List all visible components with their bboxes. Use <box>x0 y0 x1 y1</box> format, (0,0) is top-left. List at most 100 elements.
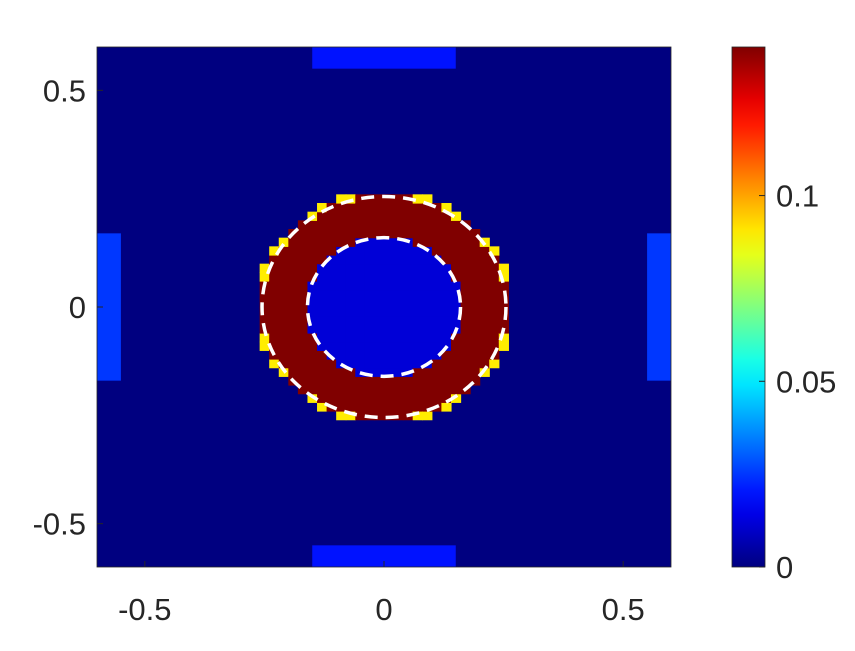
heatmap-cell <box>297 307 309 317</box>
heatmap-cell <box>364 393 376 403</box>
heatmap-cell <box>470 272 481 282</box>
heatmap-cell <box>393 315 404 325</box>
heatmap-cell <box>269 359 280 369</box>
heatmap-cell <box>431 341 442 351</box>
heatmap-cell <box>345 272 356 282</box>
heatmap-cell <box>326 315 337 325</box>
heatmap-cell <box>431 359 442 369</box>
heatmap-cell <box>403 359 414 369</box>
heatmap-cell <box>393 203 404 213</box>
heatmap-cell <box>345 203 356 213</box>
heatmap-cell <box>384 289 395 299</box>
heatmap-cell <box>498 315 509 325</box>
heatmap-cell <box>307 307 318 317</box>
heatmap-cell <box>384 246 395 256</box>
heatmap-cell <box>355 255 366 265</box>
heatmap-cell <box>403 341 414 351</box>
heatmap-cell <box>269 298 280 308</box>
heatmap-cell <box>374 246 385 256</box>
heatmap-cell <box>326 333 337 343</box>
heatmap-cell <box>489 281 500 291</box>
heatmap-cell <box>288 298 299 308</box>
heatmap-cell <box>269 333 280 343</box>
contour-lines <box>260 194 508 420</box>
heatmap-cell <box>297 315 309 325</box>
heatmap-cell <box>450 298 462 308</box>
heatmap-cell <box>479 350 490 360</box>
heatmap-cell <box>470 350 481 360</box>
heatmap-cell <box>441 333 452 343</box>
heatmap-cell <box>470 246 481 256</box>
heatmap-cell <box>460 263 471 273</box>
heatmap-cell <box>403 263 414 273</box>
heatmap-cell <box>422 393 433 403</box>
heatmap-cell <box>431 315 442 325</box>
heatmap-cell <box>374 237 385 247</box>
heatmap-cell <box>479 263 490 273</box>
heatmap-cell <box>479 272 490 282</box>
heatmap-cell <box>412 324 423 334</box>
heatmap-cell <box>364 341 376 351</box>
heatmap-cell <box>384 263 395 273</box>
heatmap-cell <box>374 211 385 221</box>
heatmap-cell <box>489 289 500 299</box>
heatmap-cell <box>384 367 395 377</box>
heatmap-cell <box>374 385 385 395</box>
heatmap-cell <box>384 402 395 412</box>
heatmap-cell <box>441 324 452 334</box>
heatmap-cell <box>278 315 289 325</box>
heatmap-cell <box>355 341 366 351</box>
heatmap-cell <box>479 315 490 325</box>
heatmap-cell <box>345 385 356 395</box>
heatmap-cell <box>460 341 471 351</box>
heatmap-cell <box>374 315 385 325</box>
heatmap-cell <box>393 281 404 291</box>
heatmap-cell <box>355 203 366 213</box>
heatmap-cell <box>278 255 289 265</box>
heatmap-cell <box>450 272 462 282</box>
heatmap-cell <box>384 315 395 325</box>
heatmap-cell <box>431 350 442 360</box>
left-edge-region <box>97 233 121 381</box>
heatmap-cell <box>431 376 442 386</box>
heatmap-cell <box>336 272 347 282</box>
heatmap-cell <box>326 367 337 377</box>
heatmap-cell <box>374 263 385 273</box>
heatmap-cell <box>278 359 289 369</box>
heatmap-cell <box>317 350 328 360</box>
heatmap-cell <box>317 333 328 343</box>
heatmap-cell <box>422 229 433 239</box>
heatmap-cell <box>278 237 289 247</box>
heatmap-cell <box>393 229 404 239</box>
heatmap-cell <box>441 385 452 395</box>
heatmap-cell <box>450 211 462 221</box>
heatmap-cell <box>259 298 270 308</box>
heatmap-cell <box>460 298 471 308</box>
heatmap-cell <box>374 367 385 377</box>
heatmap-cell <box>307 315 318 325</box>
heatmap-cell <box>355 402 366 412</box>
heatmap-cell <box>422 402 433 412</box>
heatmap-cell <box>288 315 299 325</box>
heatmap-cell <box>278 272 289 282</box>
heatmap-cell <box>450 237 462 247</box>
heatmap-cell <box>307 263 318 273</box>
heatmap-cell <box>412 402 423 412</box>
heatmap-cell <box>412 211 423 221</box>
heatmap-cell <box>384 324 395 334</box>
heatmap-cell <box>297 255 309 265</box>
heatmap-cell <box>498 281 509 291</box>
heatmap-cell <box>403 203 414 213</box>
heatmap-cell <box>336 333 347 343</box>
heatmap-cell <box>364 211 376 221</box>
heatmap-cell <box>297 324 309 334</box>
heatmap-cell <box>317 341 328 351</box>
heatmap-cell <box>470 307 481 317</box>
heatmap-cell <box>297 281 309 291</box>
heatmap-cell <box>364 255 376 265</box>
heatmap-cell <box>403 315 414 325</box>
heatmap-cell <box>403 272 414 282</box>
colorbar-gradient <box>732 47 765 567</box>
heatmap-cell <box>441 229 452 239</box>
heatmap-cell <box>374 220 385 230</box>
